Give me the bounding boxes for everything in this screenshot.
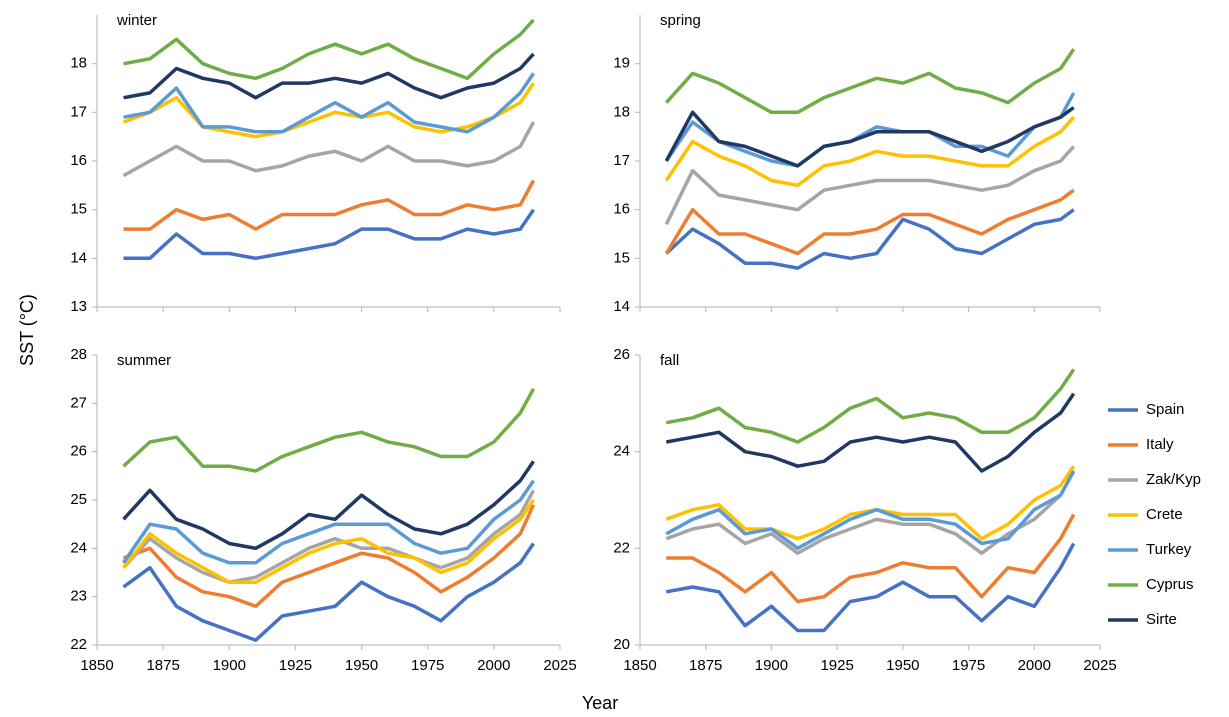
x-tick-label: 1975 [411,657,444,674]
series-line [122,121,536,178]
y-tick-label: 23 [70,588,87,605]
series-line [122,460,535,551]
legend-label: Cyprus [1146,576,1194,593]
panel-title: summer [117,352,171,369]
y-axis-label: SST (°C) [17,294,37,366]
y-tick-label: 17 [613,152,630,169]
y-tick-label: 27 [70,394,87,411]
x-tick-label: 1850 [623,657,656,674]
y-tick-label: 28 [70,346,87,363]
x-tick-label: 2025 [543,657,576,674]
y-tick-label: 26 [613,346,630,363]
y-tick-label: 16 [613,201,630,218]
series-line [123,208,535,261]
y-tick-label: 14 [613,298,630,315]
legend-label: Sirte [1146,611,1177,628]
y-tick-label: 18 [613,103,630,120]
legend-label: Zak/Kyp [1146,471,1201,488]
series-line [665,392,1076,473]
x-axis-label: Year [582,693,618,713]
legend-label: Turkey [1146,541,1192,558]
y-tick-label: 22 [613,539,630,556]
x-tick-label: 1875 [689,657,722,674]
series-line [123,18,535,81]
x-tick-label: 1975 [952,657,985,674]
x-tick-label: 1900 [213,657,246,674]
x-tick-label: 2000 [1018,657,1051,674]
series-line [664,145,1076,226]
y-tick-label: 24 [70,539,87,556]
series-line [665,368,1076,444]
x-tick-label: 1950 [886,657,919,674]
series-line [122,499,535,584]
x-tick-label: 2000 [477,657,510,674]
y-tick-label: 20 [613,636,630,653]
x-tick-label: 1850 [80,657,113,674]
series-line [666,513,1076,604]
panel-title: fall [660,352,679,369]
y-tick-label: 18 [70,55,87,72]
legend-label: Italy [1146,436,1174,453]
series-line [664,48,1076,115]
series-line [123,179,536,231]
y-tick-label: 15 [613,249,630,266]
legend-label: Crete [1146,506,1183,523]
y-tick-label: 26 [70,443,87,460]
series-line [664,106,1075,168]
series-line [664,92,1076,168]
series-line [122,479,535,565]
series-line [122,387,536,473]
series-line [123,72,535,134]
panel-title: spring [660,12,701,29]
x-tick-label: 1875 [146,657,179,674]
series-line [122,504,536,609]
series-line [664,116,1076,188]
series-line [665,208,1075,270]
series-line [122,542,535,642]
panel-title: winter [116,12,157,29]
y-tick-label: 13 [70,298,87,315]
y-tick-label: 16 [70,152,87,169]
x-tick-label: 1900 [755,657,788,674]
x-tick-label: 1925 [279,657,312,674]
x-tick-label: 2025 [1083,657,1116,674]
x-tick-label: 1950 [345,657,378,674]
y-tick-label: 25 [70,491,87,508]
series-line [664,188,1075,256]
x-tick-label: 1925 [820,657,853,674]
series-line [665,542,1076,633]
series-line [665,465,1076,541]
y-tick-label: 17 [70,103,87,120]
legend-label: Spain [1146,401,1184,418]
y-tick-label: 22 [70,636,87,653]
series-line [665,470,1076,551]
y-tick-label: 19 [613,55,630,72]
series-line [122,489,536,584]
series-line [123,52,535,100]
y-tick-label: 14 [70,249,87,266]
y-tick-label: 24 [613,443,630,460]
series-line [122,82,535,139]
y-tick-label: 15 [70,201,87,218]
